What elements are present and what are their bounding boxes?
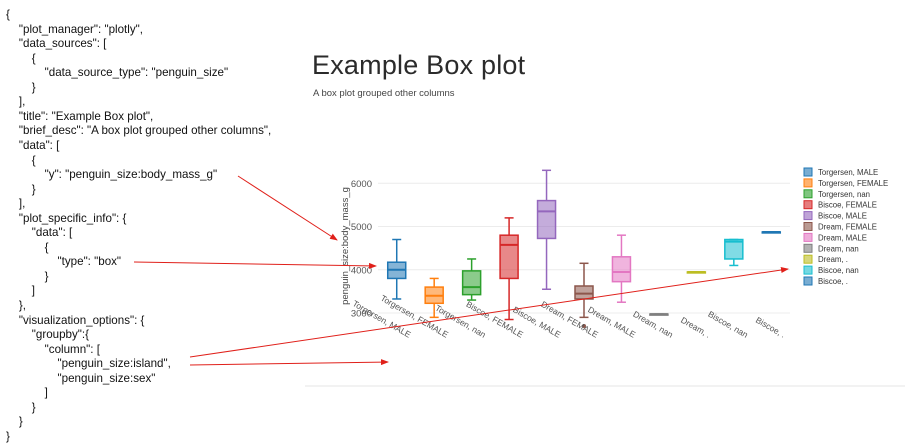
json-line: } [6, 182, 36, 196]
json-line: }, [6, 299, 26, 312]
box-body [499, 234, 519, 280]
json-line: } [6, 429, 10, 443]
y-tick-label: 6000 [351, 179, 372, 190]
json-line: "groupby":{ [6, 328, 89, 342]
json-line: { [6, 153, 36, 167]
json-line: "penguin_size:island", [6, 357, 171, 371]
chart-title: Example Box plot [312, 50, 526, 80]
box-body [536, 199, 557, 240]
box-body [724, 238, 744, 260]
json-config-panel: { "plot_manager": "plotly", "data_source… [6, 8, 306, 443]
json-line: "data": [ [6, 138, 60, 152]
legend-label: Dream, . [818, 255, 848, 264]
legend-swatch [803, 200, 813, 210]
legend-label: Dream, nan [818, 244, 859, 253]
legend-label: Biscoe, FEMALE [818, 201, 877, 210]
legend-label: Torgersen, nan [818, 190, 870, 199]
legend-label: Torgersen, MALE [818, 168, 878, 177]
json-line: { [6, 51, 36, 65]
chart-description: A box plot grouped other columns [313, 88, 455, 99]
json-line: "y": "penguin_size:body_mass_g" [6, 168, 218, 182]
json-line: ], [6, 95, 26, 109]
legend-swatch [803, 189, 813, 199]
legend-label: Biscoe, MALE [818, 212, 867, 221]
box-outlier [582, 324, 586, 328]
legend-swatch [803, 178, 813, 188]
legend-swatch [803, 222, 813, 231]
legend-swatch [803, 265, 813, 275]
json-line: "type": "box" [6, 255, 122, 269]
box-body [461, 270, 482, 296]
json-line: "column": [ [6, 342, 100, 356]
json-line: { [6, 8, 10, 21]
arrow-island-to-legend [189, 267, 789, 358]
legend-swatch [803, 211, 813, 221]
legend-swatch [803, 232, 813, 242]
json-line: "brief_desc": "A box plot grouped other … [6, 124, 272, 138]
legend-label: Dream, FEMALE [818, 223, 877, 232]
arrow-y-to-axis [237, 175, 338, 241]
legend-label: Dream, MALE [818, 233, 867, 242]
json-line: "plot_manager": "plotly", [6, 22, 143, 36]
json-line: "visualization_options": { [6, 313, 145, 327]
json-line: } [6, 269, 49, 283]
json-line: } [6, 80, 36, 94]
legend-label: Biscoe, . [818, 277, 848, 286]
y-tick-label: 4000 [351, 265, 372, 276]
json-line: ] [6, 386, 48, 400]
json-line: "data_source_type": "penguin_size" [6, 66, 229, 80]
arrow-type-to-box [133, 261, 377, 269]
json-line: } [6, 400, 36, 414]
y-axis-label: penguin_size:body_mass_g [340, 187, 351, 305]
box-body [611, 256, 632, 283]
legend-swatch [803, 243, 813, 253]
legend-swatch [803, 167, 813, 177]
y-tick-label: 3000 [351, 309, 372, 320]
json-line: "plot_specific_info": { [6, 211, 127, 225]
legend-label: Torgersen, FEMALE [818, 179, 888, 188]
y-tick-label: 5000 [351, 222, 372, 233]
legend-swatch [803, 254, 813, 264]
json-line: ], [6, 197, 26, 211]
legend-swatch [803, 276, 813, 286]
json-line: "data_sources": [ [6, 37, 107, 51]
arrow-sex-to-labels [189, 359, 389, 366]
json-line: "title": "Example Box plot", [6, 109, 154, 123]
json-line: { [6, 240, 49, 254]
json-line: "penguin_size:sex" [6, 371, 156, 385]
legend-label: Biscoe, nan [818, 266, 859, 275]
json-line: } [6, 415, 23, 429]
json-line: "data": [ [6, 226, 73, 240]
json-line: ] [6, 284, 35, 298]
